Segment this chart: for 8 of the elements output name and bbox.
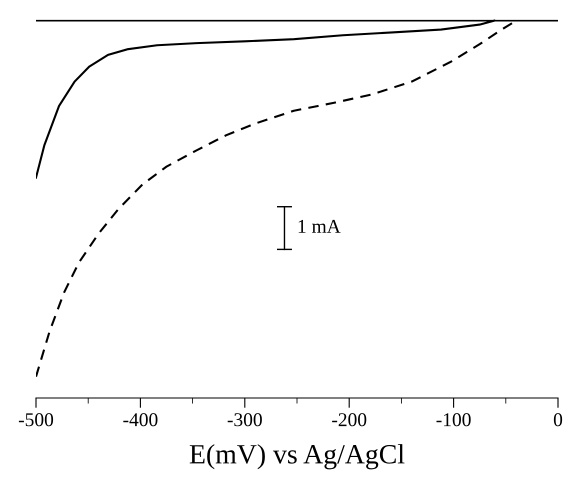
x-tick-label: -200 xyxy=(332,413,366,426)
x-tick-label: -500 xyxy=(18,413,54,426)
x-tick-label: 0 xyxy=(554,413,562,426)
annotation: 1 mA xyxy=(298,220,341,233)
x-tick-label: -400 xyxy=(123,413,158,426)
x-tick-label: -100 xyxy=(436,413,471,426)
x-tick-label: -300 xyxy=(228,413,262,426)
x-axis-title: E(mV) vs Ag/AgCl xyxy=(190,444,404,470)
